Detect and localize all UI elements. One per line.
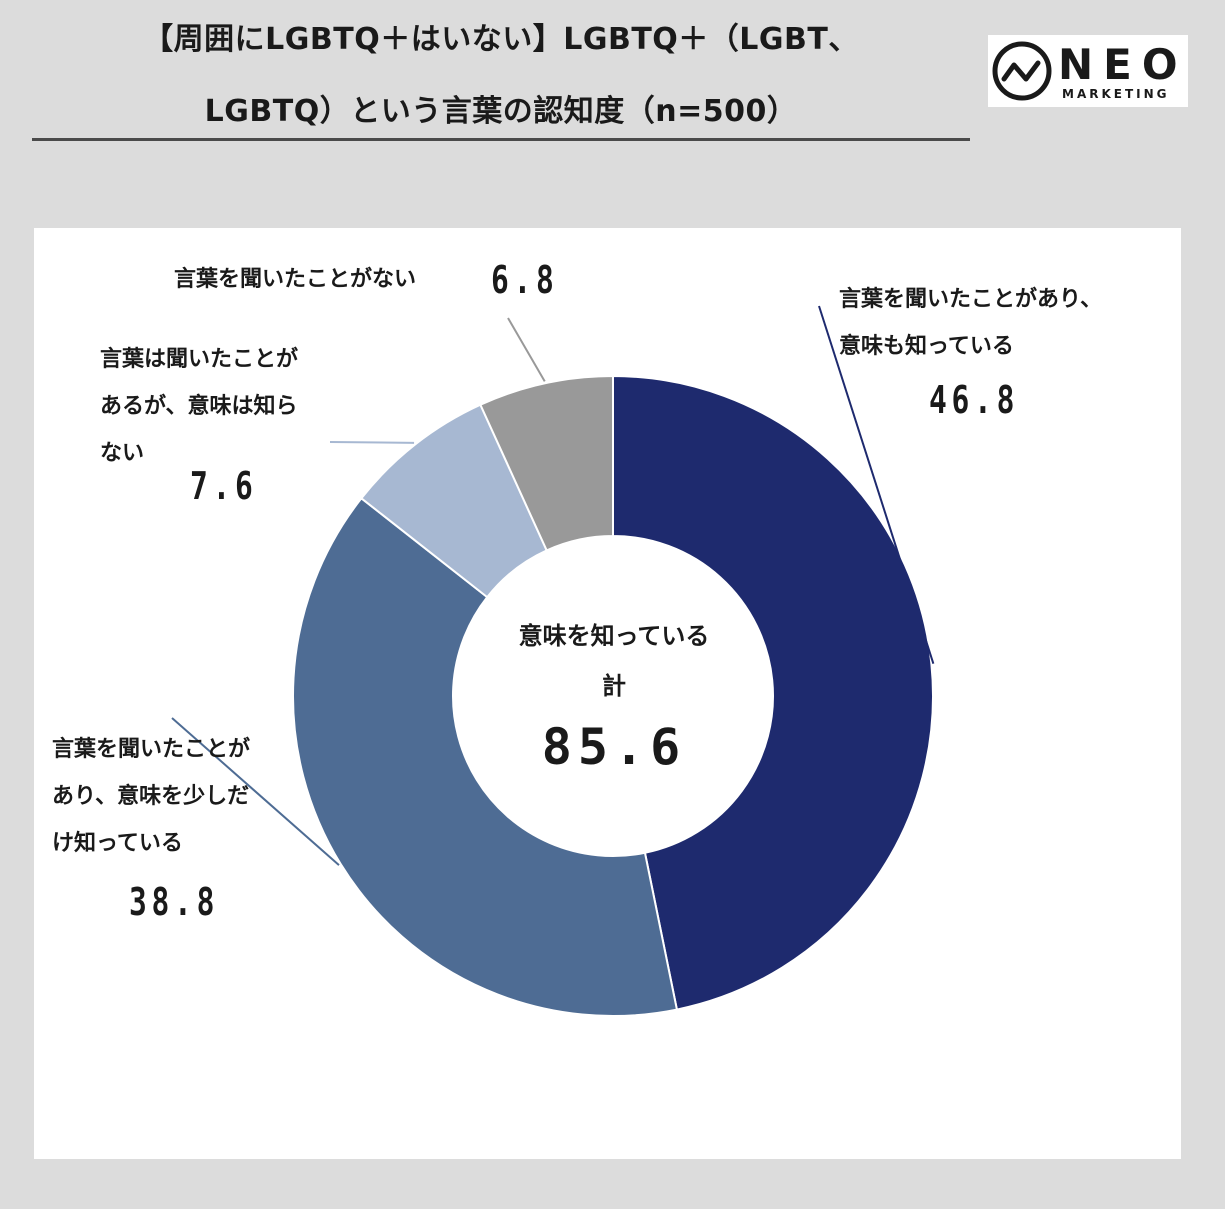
slice-label-line: あり、意味を少しだ xyxy=(52,773,250,820)
leader-line-never-heard xyxy=(508,318,545,381)
logo-subtitle: MARKETING xyxy=(1062,87,1170,101)
center-label-line1: 意味を知っている xyxy=(464,616,764,651)
slice-label-line: 意味も知っている xyxy=(839,323,1102,370)
leader-line-heard-not-know xyxy=(330,442,414,443)
chart-title-line2: LGBTQ）という言葉の認知度（n=500） xyxy=(32,86,970,130)
center-label-line2: 計 xyxy=(464,666,764,701)
slice-label-line: け知っている xyxy=(52,820,250,867)
slice-label-line: あるが、意味は知ら xyxy=(100,383,298,430)
slice-label-line: 言葉を聞いたことがあり、 xyxy=(839,276,1102,323)
logo-name: NEO xyxy=(1058,40,1188,89)
logo-zigzag-icon xyxy=(990,39,1054,103)
neo-marketing-logo: NEO MARKETING xyxy=(988,35,1188,107)
title-rule xyxy=(32,138,970,141)
slice-label-heard-not-know: 言葉は聞いたことが あるが、意味は知ら ない xyxy=(100,336,298,477)
slice-label-never-heard: 言葉を聞いたことがない xyxy=(174,256,416,303)
slice-value-never-heard: 6.8 xyxy=(491,258,559,302)
slice-value-knows-meaning: 46.8 xyxy=(929,378,1019,422)
slice-label-knows-meaning: 言葉を聞いたことがあり、 意味も知っている xyxy=(839,276,1102,370)
slice-value-heard-not-know: 7.6 xyxy=(190,464,258,508)
slice-label-line: 言葉を聞いたことが xyxy=(52,726,250,773)
slice-value-knows-a-little: 38.8 xyxy=(129,880,219,924)
slice-label-line: 言葉を聞いたことがない xyxy=(174,256,416,303)
chart-title-line1: 【周囲にLGBTQ＋はいない】LGBTQ＋（LGBT、 xyxy=(32,14,970,58)
slice-label-line: 言葉は聞いたことが xyxy=(100,336,298,383)
slice-label-knows-a-little: 言葉を聞いたことが あり、意味を少しだ け知っている xyxy=(52,726,250,867)
chart-panel: 言葉を聞いたことがあり、 意味も知っている 46.8 言葉を聞いたことが あり、… xyxy=(34,228,1181,1159)
center-total-value: 85.6 xyxy=(464,718,764,776)
